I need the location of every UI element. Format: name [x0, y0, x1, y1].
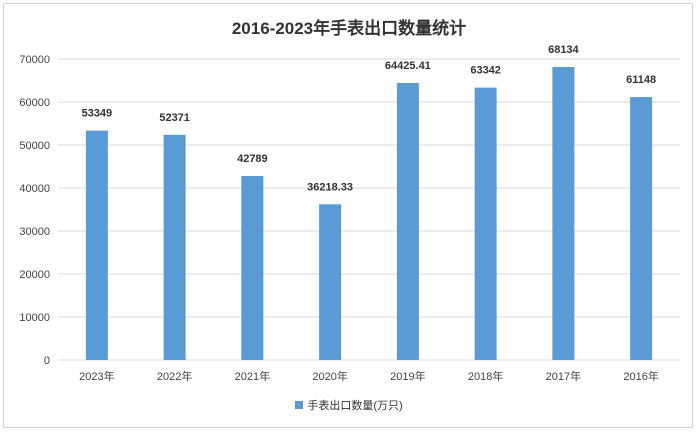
x-tick-label: 2019年: [390, 369, 425, 383]
x-tick-label: 2023年: [79, 369, 114, 383]
x-tick-label: 2018年: [468, 369, 503, 383]
chart-legend: 手表出口数量(万只): [0, 397, 698, 413]
data-label: 36218.33: [307, 181, 353, 193]
x-tick-label: 2017年: [546, 369, 581, 383]
x-tick-label: 2021年: [235, 369, 270, 383]
y-tick-label: 20000: [19, 269, 50, 281]
x-tick-label: 2020年: [312, 369, 347, 383]
bar: [85, 130, 108, 360]
bar: [396, 82, 419, 360]
data-label: 42789: [237, 153, 268, 165]
chart-title: 2016-2023年手表出口数量统计: [231, 19, 467, 38]
bar: [319, 204, 342, 360]
y-tick-label: 0: [44, 355, 50, 367]
x-tick-label: 2016年: [623, 369, 658, 383]
bar: [474, 87, 497, 361]
bar: [552, 67, 575, 360]
legend-swatch: [295, 401, 304, 409]
y-tick-label: 30000: [19, 226, 50, 238]
bar: [163, 134, 186, 360]
data-label: 53349: [82, 108, 113, 120]
data-label: 68134: [548, 44, 579, 56]
legend-label: 手表出口数量(万只): [307, 400, 403, 412]
y-tick-label: 60000: [19, 97, 50, 109]
y-tick-label: 50000: [19, 140, 50, 152]
y-tick-label: 40000: [19, 183, 50, 195]
x-tick-label: 2022年: [157, 369, 192, 383]
data-label: 61148: [626, 74, 656, 86]
y-tick-label: 10000: [19, 312, 50, 324]
chart-frame: [3, 3, 693, 428]
bar: [241, 176, 264, 360]
data-label: 52371: [159, 112, 190, 124]
data-label: 64425.41: [385, 60, 431, 72]
bar: [630, 97, 653, 360]
data-label: 63342: [470, 65, 501, 77]
y-tick-label: 70000: [19, 54, 50, 66]
